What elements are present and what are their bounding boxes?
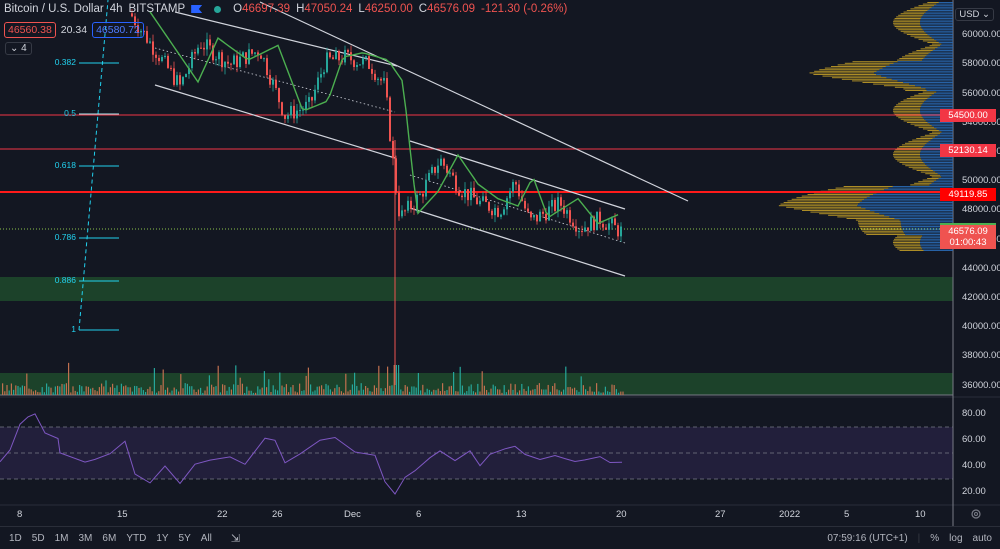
fib-level-label: 0.886 [54, 275, 76, 285]
rsi-tick: 20.00 [962, 486, 986, 497]
auto-toggle[interactable]: auto [972, 532, 992, 544]
close-key: C [418, 3, 428, 15]
fib-level-label: 0.618 [54, 160, 76, 170]
settings-gear-icon[interactable] [971, 509, 981, 519]
price-label: 52130.14 [940, 144, 996, 158]
quote-row: 46560.38 20.34 46580.72 [4, 22, 144, 38]
interval-label: 4h [109, 3, 123, 15]
low-key: L [358, 3, 365, 15]
open-key: O [233, 3, 243, 15]
close-value: 46576.09 [427, 3, 476, 15]
price-label: 54500.00 [940, 109, 996, 123]
candlesticks [131, 9, 622, 242]
range-button-5d[interactable]: 5D [31, 532, 45, 544]
chevron-down-icon: ⌄ [10, 43, 19, 54]
channel-lines[interactable] [154, 1, 689, 277]
fib-level-label: 0.5 [64, 108, 76, 118]
high-value: 47050.24 [304, 3, 353, 15]
time-tick: 15 [117, 509, 128, 520]
price-tick: 58000.00 [962, 58, 1000, 70]
percent-toggle[interactable]: % [930, 532, 940, 544]
fib-levels [79, 62, 119, 331]
rsi-tick: 40.00 [962, 460, 986, 471]
range-button-3m[interactable]: 3M [78, 532, 93, 544]
time-tick: 6 [416, 509, 422, 520]
price-tick: 44000.00 [962, 262, 1000, 274]
divider: | [917, 532, 921, 544]
price-tick: 36000.00 [962, 379, 1000, 391]
fib-trendline[interactable] [78, 0, 109, 331]
range-button-1d[interactable]: 1D [9, 532, 22, 544]
log-toggle[interactable]: log [949, 532, 963, 544]
change-value: -121.30 (-0.26%) [481, 3, 568, 15]
time-tick: 10 [915, 509, 926, 520]
currency-label: USD [959, 9, 980, 20]
support-zone [0, 277, 953, 301]
time-tick: 22 [217, 509, 228, 520]
range-button-1y[interactable]: 1Y [156, 532, 169, 544]
price-tick: 48000.00 [962, 204, 1000, 216]
range-button-1m[interactable]: 1M [54, 532, 69, 544]
price-tick: 60000.00 [962, 29, 1000, 41]
time-tick: 2022 [779, 509, 801, 520]
range-button-all[interactable]: All [200, 532, 212, 544]
time-tick: 8 [17, 509, 23, 520]
price-tick: 56000.00 [962, 87, 1000, 99]
buy-button[interactable]: 46580.72 [92, 22, 144, 38]
rsi-tick: 60.00 [962, 434, 986, 445]
open-value: 46697.39 [242, 3, 291, 15]
volume-bars [2, 362, 624, 395]
price-tick: 38000.00 [962, 350, 1000, 362]
range-button-ytd[interactable]: YTD [126, 532, 147, 544]
range-button-5y[interactable]: 5Y [178, 532, 191, 544]
goto-date-icon[interactable]: ⇲ [230, 532, 241, 545]
sell-button[interactable]: 46560.38 [4, 22, 56, 38]
fib-level-label: 0.786 [54, 232, 76, 242]
rsi-line [0, 413, 623, 495]
rsi-tick: 80.00 [962, 408, 986, 419]
clock[interactable]: 07:59:16 (UTC+1) [827, 532, 908, 544]
time-tick: 13 [516, 509, 527, 520]
indicator-count: 4 [21, 43, 27, 54]
high-key: H [296, 3, 305, 15]
exchange-label: BITSTAMP [128, 3, 186, 15]
time-tick: 5 [844, 509, 850, 520]
bottom-toolbar: 1D 5D 1M 3M 6M YTD 1Y 5Y All ⇲ 07:59:16 (UTC+1) … [0, 526, 1000, 549]
low-value: 46250.00 [364, 3, 413, 15]
time-tick: 20 [616, 509, 627, 520]
price-tick: 40000.00 [962, 321, 1000, 333]
market-open-icon [214, 5, 222, 13]
indicators-collapse-button[interactable]: ⌄ 4 [5, 42, 32, 55]
symbol-title: Bitcoin / U.S. Dollar [4, 3, 104, 15]
time-tick: 27 [715, 509, 726, 520]
date-range-buttons: 1D 5D 1M 3M 6M YTD 1Y 5Y All [0, 533, 217, 544]
symbol-legend[interactable]: Bitcoin / U.S. Dollar 4h BITSTAMP O46697… [4, 3, 567, 15]
price-label: 46576.09 01:00:43 [940, 225, 996, 250]
range-button-6m[interactable]: 6M [102, 532, 117, 544]
moving-average-line [149, 11, 619, 225]
price-label: 49119.85 [940, 188, 996, 201]
price-tick: 50000.00 [962, 175, 1000, 187]
time-tick: Dec [344, 509, 361, 520]
flag-icon[interactable] [191, 5, 203, 13]
volume-profile [778, 2, 953, 251]
price-tick: 42000.00 [962, 291, 1000, 303]
fib-level-label: 0.382 [54, 57, 76, 67]
fib-level-label: 1 [71, 324, 76, 334]
currency-button[interactable]: USD ⌄ [955, 8, 994, 21]
time-tick: 26 [272, 509, 283, 520]
spread-value: 20.34 [60, 24, 88, 36]
